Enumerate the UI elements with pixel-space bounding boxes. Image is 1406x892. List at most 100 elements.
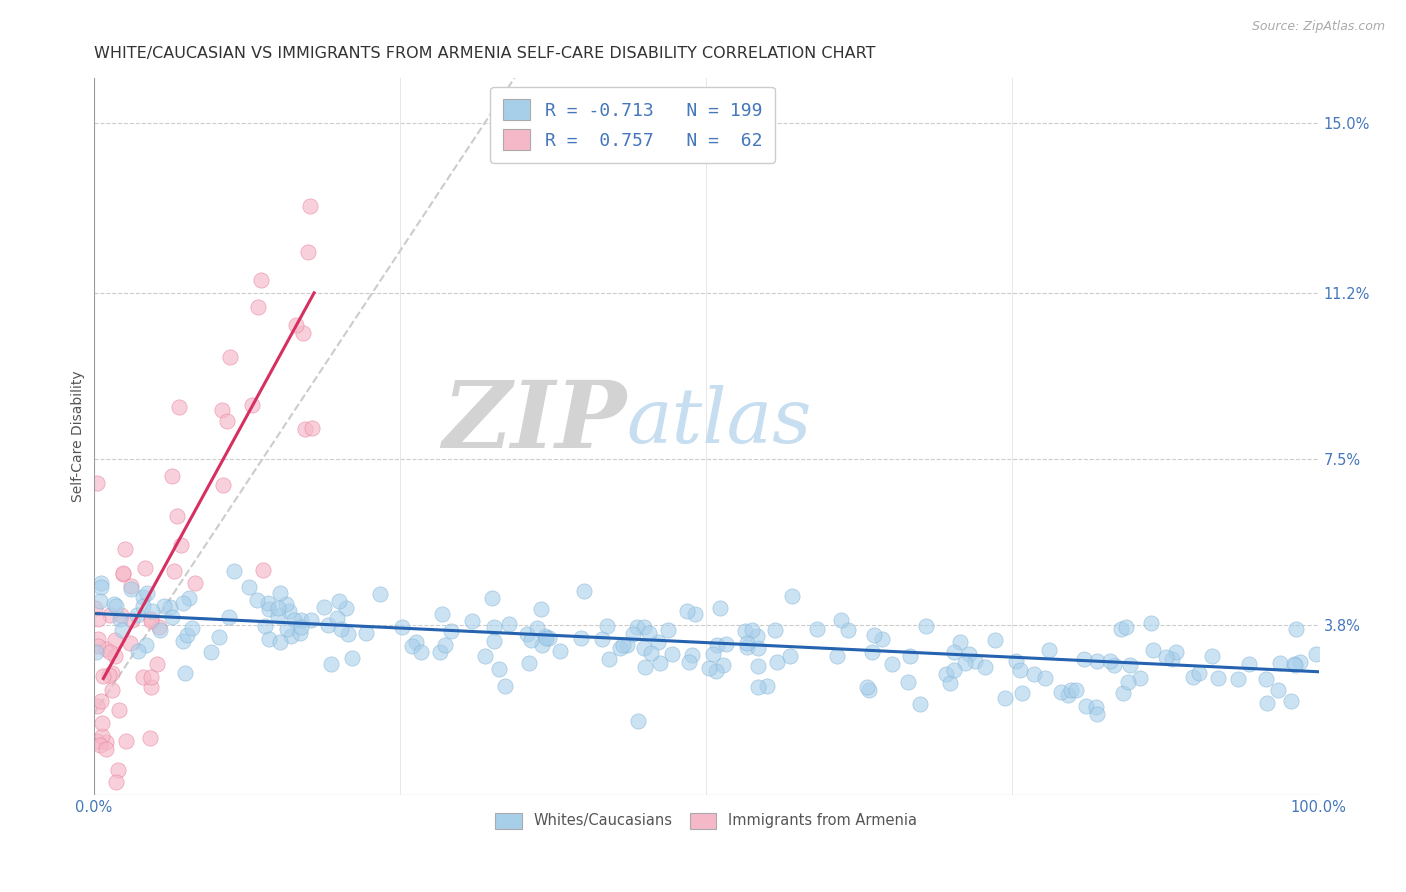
Point [148,620,170,634]
Point [240,398,263,412]
Point [1182,670,1205,684]
Point [526,621,548,635]
Point [108,703,131,717]
Point [676,603,699,617]
Point [747,659,769,673]
Point [745,629,768,643]
Point [176,628,198,642]
Point [856,680,879,694]
Point [1033,671,1056,685]
Point [312,599,335,614]
Point [98,645,121,659]
Point [111,623,134,637]
Point [697,660,720,674]
Point [110,607,132,622]
Point [134,561,156,575]
Point [661,648,683,662]
Point [87,632,110,646]
Point [1208,671,1230,685]
Point [252,563,274,577]
Point [863,628,886,642]
Point [747,681,769,695]
Point [779,648,801,663]
Point [91,669,114,683]
Point [439,624,461,638]
Point [1227,672,1250,686]
Point [246,593,269,607]
Point [336,627,359,641]
Point [179,591,201,606]
Point [247,300,270,314]
Point [737,636,759,650]
Point [160,469,183,483]
Point [591,632,613,647]
Point [711,658,734,673]
Y-axis label: Self-Care Disability: Self-Care Disability [72,370,86,502]
Point [86,733,108,747]
Point [430,607,453,622]
Point [90,576,112,591]
Point [517,656,540,670]
Point [1237,657,1260,671]
Point [254,619,277,633]
Point [105,774,128,789]
Point [1084,700,1107,714]
Point [939,676,962,690]
Point [87,612,110,626]
Point [184,575,207,590]
Point [534,632,557,646]
Point [335,600,357,615]
Point [1139,616,1161,631]
Point [1076,698,1098,713]
Point [166,508,188,523]
Point [973,659,995,673]
Point [115,733,138,747]
Point [1188,666,1211,681]
Point [621,627,644,641]
Point [125,607,148,622]
Point [1085,654,1108,668]
Point [633,619,655,633]
Point [612,638,634,652]
Point [135,638,157,652]
Point [609,640,631,655]
Point [86,640,108,654]
Point [633,641,655,656]
Point [405,634,427,648]
Point [858,683,880,698]
Point [935,666,957,681]
Point [494,679,516,693]
Point [461,614,484,628]
Point [136,585,159,599]
Point [897,675,920,690]
Point [274,597,297,611]
Point [949,635,972,649]
Point [340,651,363,665]
Point [370,587,392,601]
Point [516,627,538,641]
Point [94,742,117,756]
Point [269,586,291,600]
Point [1118,658,1140,673]
Point [942,663,965,677]
Point [90,580,112,594]
Point [1268,656,1291,670]
Point [530,638,553,652]
Point [290,620,312,634]
Point [870,632,893,647]
Point [409,645,432,659]
Point [266,608,288,623]
Point [1166,645,1188,659]
Point [267,601,290,615]
Point [1057,688,1080,702]
Point [627,714,650,728]
Point [280,629,302,643]
Point [298,199,321,213]
Point [957,648,980,662]
Point [330,622,353,636]
Point [1142,643,1164,657]
Point [548,644,571,658]
Text: WHITE/CAUCASIAN VS IMMIGRANTS FROM ARMENIA SELF-CARE DISABILITY CORRELATION CHAR: WHITE/CAUCASIAN VS IMMIGRANTS FROM ARMEN… [94,46,875,62]
Point [1129,671,1152,685]
Point [101,682,124,697]
